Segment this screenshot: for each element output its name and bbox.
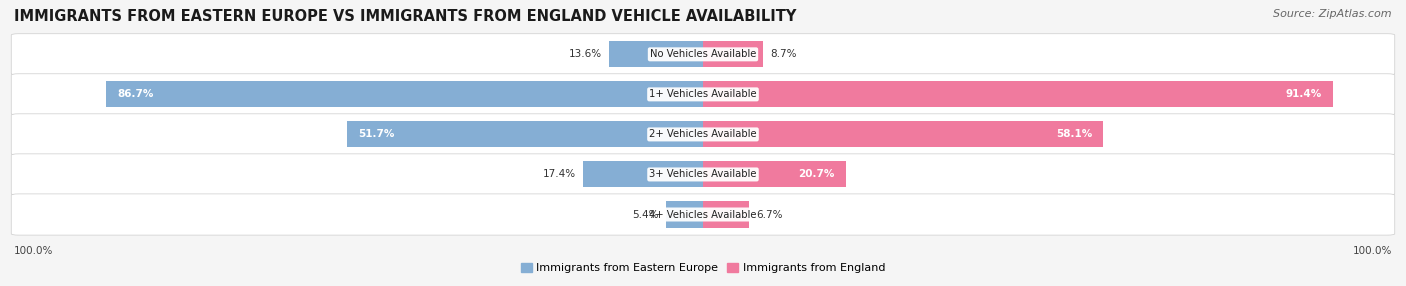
Text: 13.6%: 13.6%: [569, 49, 602, 59]
Text: 4+ Vehicles Available: 4+ Vehicles Available: [650, 210, 756, 219]
Text: 5.4%: 5.4%: [633, 210, 659, 219]
Text: 20.7%: 20.7%: [799, 170, 834, 179]
Bar: [703, 121, 1104, 148]
Legend: Immigrants from Eastern Europe, Immigrants from England: Immigrants from Eastern Europe, Immigran…: [516, 259, 890, 278]
Bar: [703, 41, 763, 67]
Bar: [703, 161, 845, 188]
Text: 51.7%: 51.7%: [359, 130, 395, 139]
Text: 100.0%: 100.0%: [1353, 246, 1392, 256]
FancyBboxPatch shape: [11, 114, 1395, 155]
Bar: [703, 82, 1333, 108]
FancyBboxPatch shape: [11, 154, 1395, 195]
Text: 6.7%: 6.7%: [756, 210, 783, 219]
Text: 58.1%: 58.1%: [1056, 130, 1092, 139]
Text: 100.0%: 100.0%: [14, 246, 53, 256]
FancyBboxPatch shape: [11, 34, 1395, 75]
Text: 1+ Vehicles Available: 1+ Vehicles Available: [650, 90, 756, 99]
Text: IMMIGRANTS FROM EASTERN EUROPE VS IMMIGRANTS FROM ENGLAND VEHICLE AVAILABILITY: IMMIGRANTS FROM EASTERN EUROPE VS IMMIGR…: [14, 9, 796, 23]
Text: 91.4%: 91.4%: [1285, 90, 1322, 99]
Bar: [666, 201, 703, 227]
Bar: [347, 121, 703, 148]
Text: 17.4%: 17.4%: [543, 170, 576, 179]
FancyBboxPatch shape: [11, 194, 1395, 235]
Text: 86.7%: 86.7%: [117, 90, 153, 99]
FancyBboxPatch shape: [11, 74, 1395, 115]
Bar: [703, 201, 749, 227]
Bar: [609, 41, 703, 67]
Text: Source: ZipAtlas.com: Source: ZipAtlas.com: [1274, 9, 1392, 19]
Bar: [583, 161, 703, 188]
Text: 2+ Vehicles Available: 2+ Vehicles Available: [650, 130, 756, 139]
Text: 3+ Vehicles Available: 3+ Vehicles Available: [650, 170, 756, 179]
Text: 8.7%: 8.7%: [770, 49, 796, 59]
Bar: [105, 82, 703, 108]
Text: No Vehicles Available: No Vehicles Available: [650, 49, 756, 59]
